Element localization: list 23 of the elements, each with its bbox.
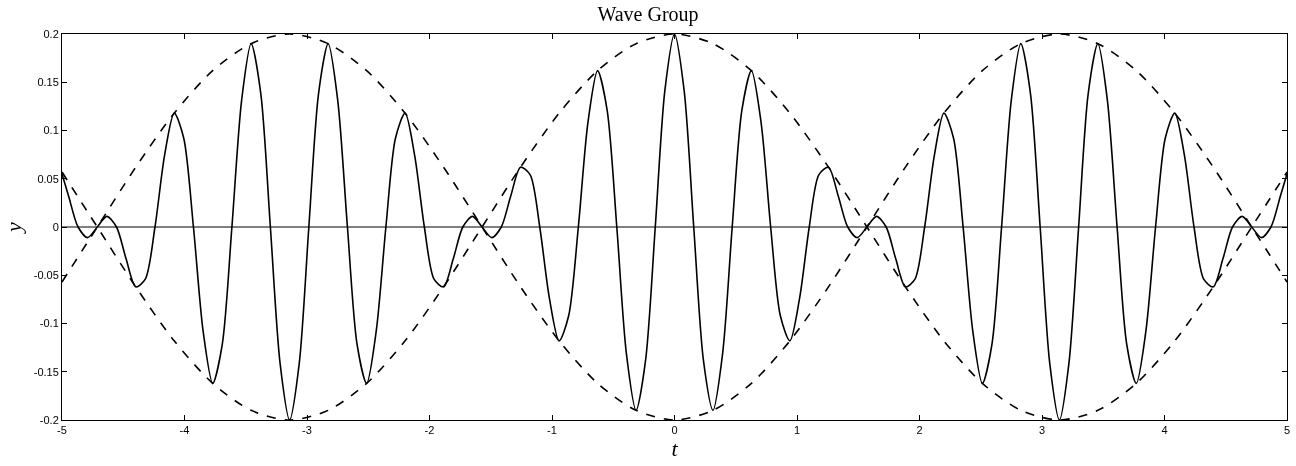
y-tick-label: -0.15 bbox=[33, 365, 59, 378]
y-tick-label: 0.1 bbox=[43, 124, 59, 137]
y-tick-label: -0.05 bbox=[33, 269, 59, 282]
y-tick-label: 0.05 bbox=[37, 172, 59, 185]
chart-title: Wave Group bbox=[597, 2, 699, 26]
x-axis-title: t bbox=[671, 436, 679, 462]
y-tick-label: 0.15 bbox=[37, 76, 59, 89]
x-tick-label: -3 bbox=[302, 424, 312, 437]
x-tick-label: 4 bbox=[1161, 424, 1168, 437]
y-tick-label: -0.1 bbox=[39, 317, 59, 330]
x-tick-label: -4 bbox=[179, 424, 190, 437]
x-tick-label: 2 bbox=[916, 424, 923, 437]
y-tick-label: -0.2 bbox=[39, 413, 59, 426]
x-tick-label: 1 bbox=[793, 424, 801, 437]
x-tick-label: -5 bbox=[57, 424, 67, 437]
x-tick-label: 3 bbox=[1038, 424, 1046, 437]
y-tick-label: 0.2 bbox=[43, 27, 59, 40]
x-tick-label: 5 bbox=[1283, 424, 1291, 437]
y-tick-label: 0 bbox=[52, 220, 59, 233]
x-tick-label: -2 bbox=[424, 424, 435, 437]
x-tick-label: 0 bbox=[671, 424, 678, 437]
x-tick-label: -1 bbox=[547, 424, 557, 437]
y-axis-title: y bbox=[0, 221, 26, 234]
